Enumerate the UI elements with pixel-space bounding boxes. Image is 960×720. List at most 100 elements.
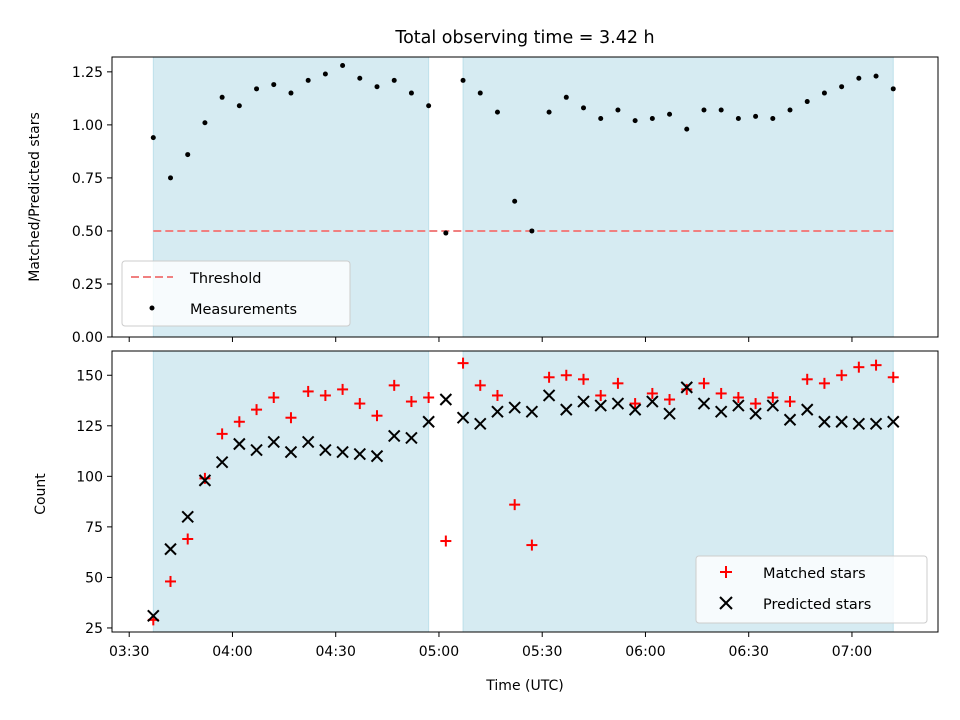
predicted-stars-point — [353, 447, 367, 461]
shaded-interval — [462, 56, 894, 338]
matched-stars-point — [371, 410, 383, 422]
bottom-panel: 25 50 75 100 125 150 03:30 04:00 04:30 05:00 05:3… — [33, 350, 939, 694]
measurements-point — [839, 84, 845, 90]
predicted-stars-point — [336, 445, 349, 459]
predicted-stars-point — [646, 395, 659, 408]
predicted-stars-point — [439, 393, 453, 406]
top-y-ticks: 0.00 0.25 0.50 0.75 1.00 1.25 — [72, 65, 112, 346]
measurements-point — [254, 86, 260, 92]
matched-stars-point — [233, 416, 245, 428]
y-tick-label: 100 — [76, 469, 103, 485]
predicted-stars-point — [164, 542, 177, 556]
top-measurement-points — [150, 62, 896, 236]
measurements-point — [856, 75, 862, 81]
measurements-point — [357, 75, 363, 81]
measurements-point — [374, 84, 380, 90]
predicted-stars-point — [525, 405, 539, 418]
matched-stars-point — [767, 391, 779, 403]
matched-stars-point — [681, 383, 693, 395]
measurements-point — [150, 135, 156, 141]
predicted-stars-point — [766, 399, 780, 412]
measurements-point — [185, 152, 191, 158]
measurements-point — [512, 198, 518, 204]
predicted-stars-point — [542, 389, 556, 402]
measurements-point — [649, 116, 655, 122]
predicted-stars-legend-swatch — [719, 596, 733, 610]
matched-stars-point — [509, 499, 521, 511]
top-panel: Total observing time = 3.42 h 0.00 0.25 0.… — [27, 28, 939, 346]
measurements-point — [735, 116, 741, 122]
measurements-point — [821, 90, 827, 96]
predicted-stars-point — [405, 431, 418, 445]
matched-stars-point — [216, 428, 228, 440]
predicted-stars-point — [301, 435, 315, 449]
y-tick-label: 0.00 — [72, 330, 103, 346]
measurements-point — [219, 94, 225, 100]
predicted-stars-point — [663, 407, 676, 420]
matched-stars-point — [801, 373, 813, 385]
matched-stars-point — [664, 394, 676, 406]
predicted-stars-point — [818, 415, 831, 428]
predicted-stars-point — [852, 417, 866, 430]
x-tick-label: 05:30 — [522, 644, 562, 660]
predicted-stars-point — [887, 415, 900, 428]
predicted-stars-point — [388, 429, 401, 443]
matched-stars-point — [526, 539, 538, 551]
predicted-stars-point — [594, 399, 607, 412]
y-tick-label: 1.25 — [72, 65, 103, 81]
measurements-point — [563, 94, 569, 100]
predicted-stars-point — [801, 403, 814, 416]
y-tick-label: 75 — [85, 520, 103, 536]
predicted-stars-point — [215, 455, 229, 469]
x-tick-label: 06:00 — [625, 644, 665, 660]
y-tick-label: 0.25 — [72, 277, 103, 293]
bottom-axes-frame — [111, 350, 939, 633]
y-tick-label: 0.75 — [72, 171, 103, 187]
predicted-stars-point — [560, 403, 573, 416]
matched-stars-point — [182, 533, 194, 545]
top-legend: Threshold Measurements — [121, 260, 351, 327]
matched-stars-point — [354, 398, 366, 410]
matched-stars-point — [853, 361, 865, 373]
measurements-point — [701, 107, 707, 113]
matched-stars-point — [698, 377, 710, 389]
predicted-stars-point — [370, 449, 384, 463]
y-tick-label: 50 — [85, 570, 103, 586]
x-tick-label: 06:30 — [729, 644, 769, 660]
predicted-stars-point — [869, 417, 883, 430]
matched-stars-point — [887, 371, 899, 383]
matched-stars-point — [302, 385, 314, 397]
predicted-stars-point — [611, 397, 625, 410]
matched-stars-point — [285, 412, 297, 424]
predicted-stars-point — [456, 411, 470, 424]
x-axis-label: Time (UTC) — [485, 678, 563, 694]
predicted-stars-point — [233, 437, 246, 451]
matched-stars-point — [646, 387, 658, 399]
predicted-stars-point — [749, 407, 762, 420]
top-shaded-intervals — [152, 56, 894, 338]
measurements-point — [770, 116, 776, 122]
measurements-point — [890, 86, 896, 92]
measurements-legend-swatch — [149, 305, 155, 311]
matched-stars-point — [578, 373, 590, 385]
measurements-point — [168, 175, 174, 181]
threshold-legend-label: Threshold — [189, 271, 261, 287]
matched-stars-point — [870, 359, 882, 371]
bottom-y-ticks: 25 50 75 100 125 150 — [76, 368, 112, 637]
shaded-interval — [152, 350, 430, 633]
x-tick-label: 04:00 — [212, 644, 252, 660]
measurements-point — [873, 73, 879, 79]
measurements-point — [391, 77, 397, 83]
predicted-stars-legend-label: Predicted stars — [763, 597, 871, 613]
matched-stars-point — [440, 535, 452, 547]
top-chart-title: Total observing time = 3.42 h — [394, 28, 654, 48]
x-tick-label: 03:30 — [109, 644, 149, 660]
measurements-legend-label: Measurements — [190, 302, 297, 318]
measurements-point — [667, 111, 673, 117]
predicted-stars-point — [577, 395, 590, 408]
matched-stars-point — [165, 575, 177, 587]
measurements-point — [546, 109, 552, 115]
x-tick-label: 04:30 — [316, 644, 356, 660]
measurements-point — [288, 90, 294, 96]
